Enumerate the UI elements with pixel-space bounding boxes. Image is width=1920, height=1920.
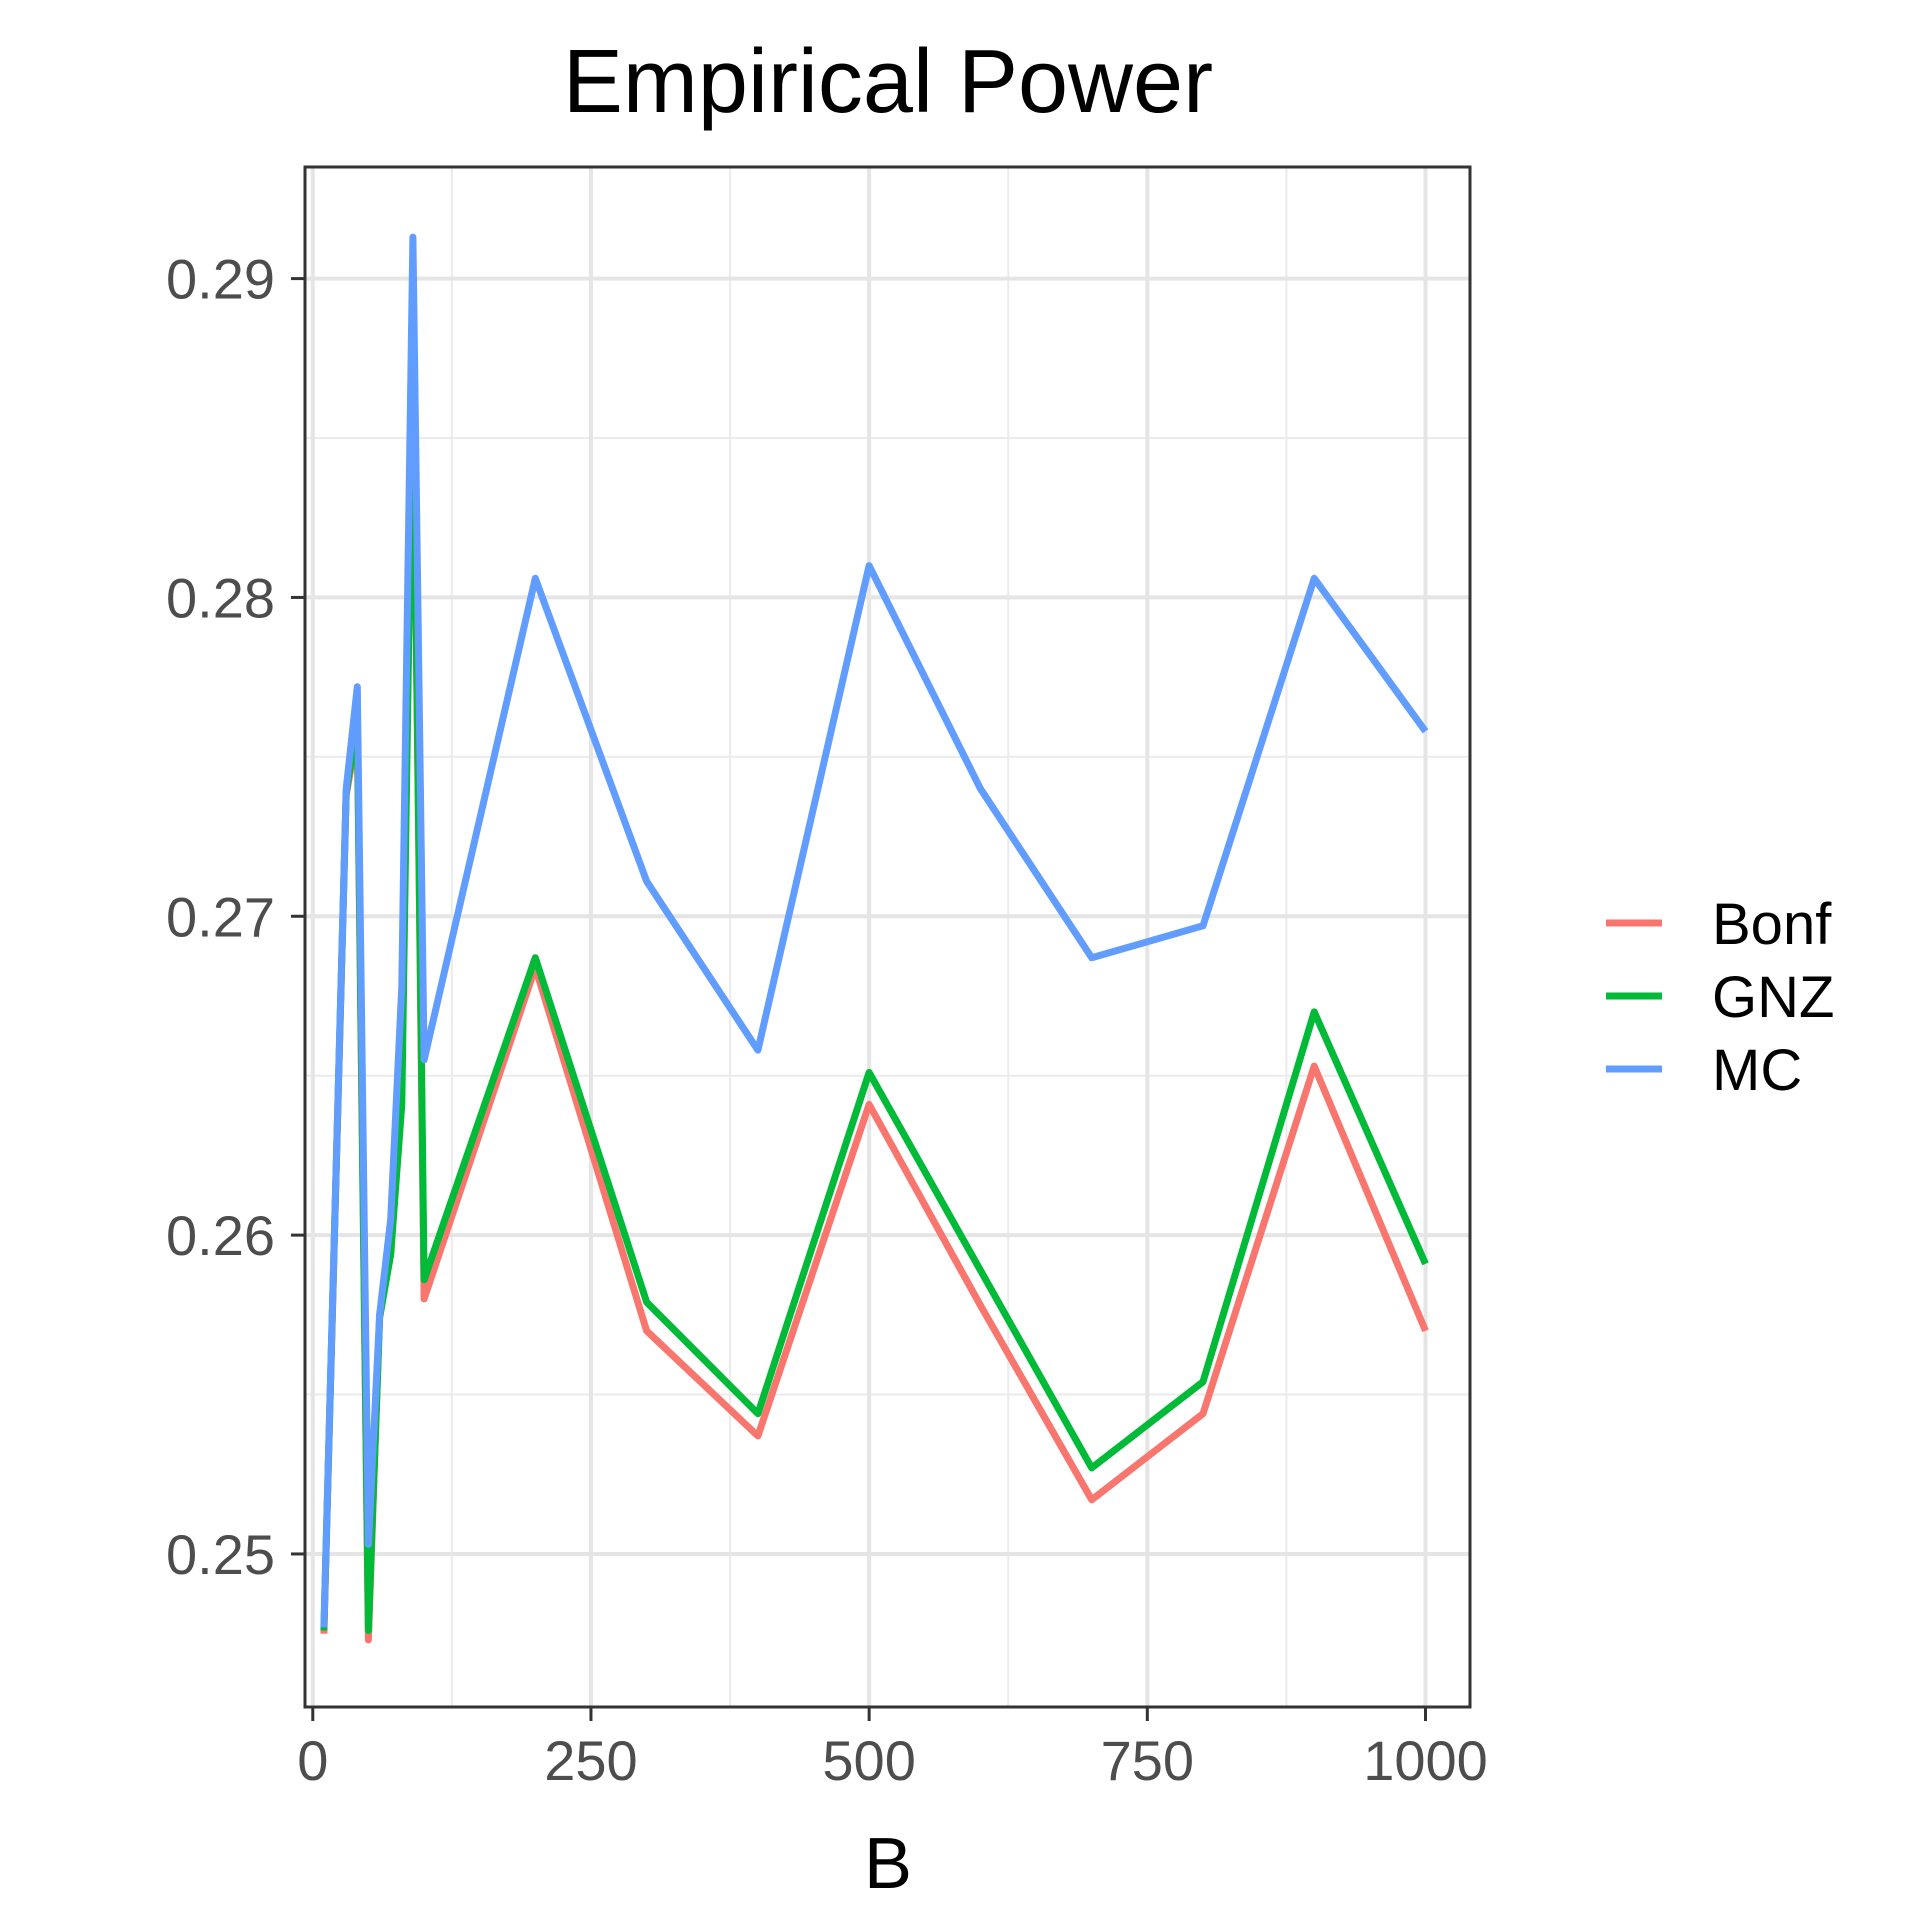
grid-major — [305, 167, 1470, 1707]
series-line-mc — [320, 233, 1429, 1628]
x-tick-label: 500 — [822, 1729, 915, 1792]
legend-label-mc: MC — [1712, 1038, 1802, 1103]
series-line-bonf — [320, 351, 1429, 1644]
x-tick-label: 750 — [1101, 1729, 1194, 1792]
legend-label-gnz: GNZ — [1712, 965, 1834, 1030]
series-lines — [320, 233, 1429, 1644]
legend-label-bonf: Bonf — [1712, 892, 1832, 957]
series-line-gnz — [320, 351, 1429, 1634]
x-tick-label: 0 — [297, 1729, 328, 1792]
plot-panel-border — [303, 165, 1472, 1709]
legend: Bonf GNZ MC — [1606, 892, 1834, 1103]
x-axis: 0 250 500 750 1000 — [297, 1707, 1488, 1792]
y-tick-label: 0.29 — [166, 248, 275, 311]
y-tick-label: 0.26 — [166, 1204, 275, 1267]
grid-minor — [305, 167, 1470, 1707]
y-tick-label: 0.25 — [166, 1523, 275, 1586]
chart-title: Empirical Power — [563, 32, 1213, 132]
y-tick-label: 0.28 — [166, 566, 275, 629]
y-tick-label: 0.27 — [166, 885, 275, 948]
x-axis-title: B — [864, 1824, 912, 1904]
y-axis: 0.25 0.26 0.27 0.28 0.29 — [166, 248, 305, 1586]
x-tick-label: 1000 — [1363, 1729, 1488, 1792]
x-tick-label: 250 — [544, 1729, 637, 1792]
